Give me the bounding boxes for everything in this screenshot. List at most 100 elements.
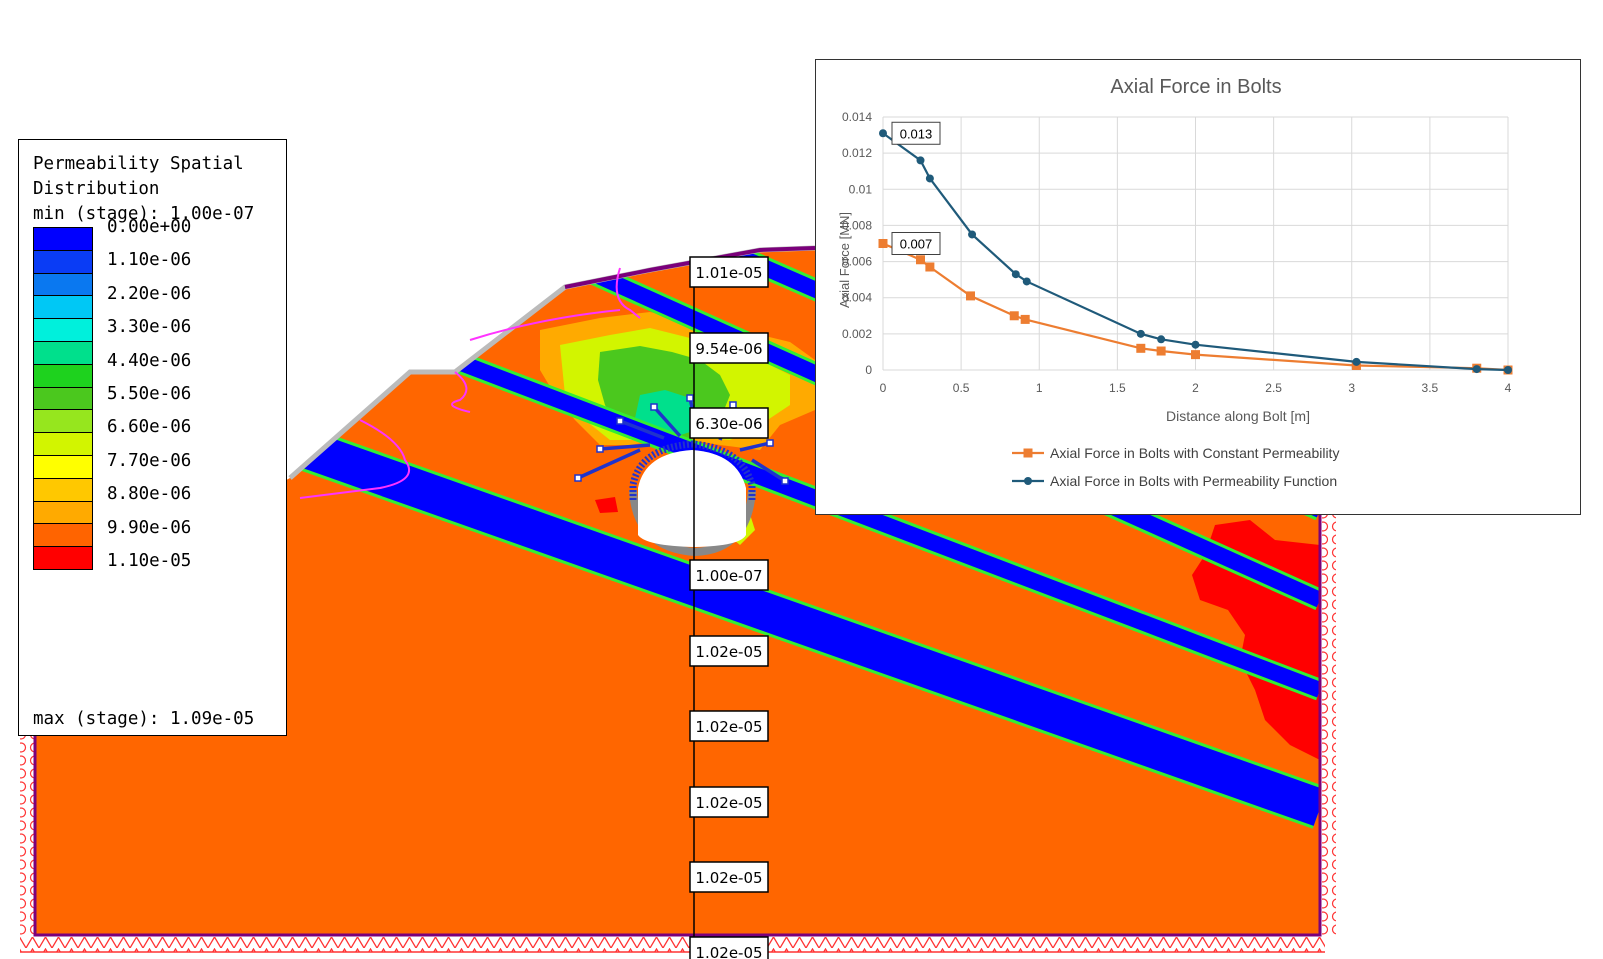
query-label-7: 1.02e-05 (695, 794, 762, 812)
right-support-hatch (1322, 510, 1336, 935)
legend-marker-circle (1024, 477, 1032, 485)
legend-swatch (33, 295, 93, 320)
data-point-function (1191, 340, 1200, 349)
data-point-function (916, 156, 925, 165)
data-point-constant (966, 291, 975, 301)
chart-gridlines (882, 116, 1509, 371)
data-point-function (1504, 366, 1512, 374)
legend-value-label: 8.80e-06 (107, 484, 192, 505)
chart-legend: Axial Force in Bolts with Constant Perme… (1012, 445, 1339, 489)
permeability-legend: Permeability Spatial Distribution min (s… (18, 139, 287, 736)
y-tick-label: 0.012 (842, 146, 872, 160)
legend-value-label: 6.60e-06 (107, 417, 192, 438)
data-point-constant (878, 239, 888, 248)
data-callout-label: 0.013 (900, 126, 933, 141)
data-point-function (925, 174, 934, 183)
legend-swatch (33, 432, 93, 456)
tunnel (574, 394, 789, 557)
legend-value-label: 4.40e-06 (107, 350, 192, 371)
y-tick-label: 0.014 (842, 110, 872, 124)
yield-contour-1 (615, 267, 641, 319)
legend-swatch (33, 500, 93, 525)
data-point-function (1352, 357, 1361, 366)
legend-swatch (33, 477, 93, 502)
y-tick-label: 0.008 (842, 218, 872, 232)
legend-entry-label: Axial Force in Bolts with Constant Perme… (1050, 445, 1339, 461)
data-point-function (1472, 365, 1481, 374)
data-callout-box (891, 232, 941, 255)
legend-swatch (33, 455, 93, 479)
chart-annotations: 0.013 0.007 (891, 121, 941, 255)
legend-max-label: max (stage): 1.09e-05 (33, 709, 255, 729)
legend-min-label: min (stage): 1.00e-07 (33, 204, 255, 224)
data-callout-box (891, 121, 941, 145)
legend-swatch (33, 341, 93, 365)
y-tick-label: 0.01 (849, 182, 873, 196)
query-label-2: 9.54e-06 (695, 340, 762, 358)
x-tick-label: 3 (1348, 381, 1355, 395)
query-label-9: 1.02e-05 (695, 944, 762, 959)
x-tick-label: 2.5 (1265, 381, 1282, 395)
chart-y-axis-label: Axial Force [MN] (837, 212, 852, 308)
y-tick-label: 0 (865, 363, 872, 377)
legend-swatch (33, 227, 93, 251)
legend-marker-square (1023, 448, 1033, 458)
legend-value-label: 3.30e-06 (107, 317, 192, 338)
data-point-function (968, 230, 977, 239)
data-point-constant (1020, 314, 1030, 324)
query-label-5: 1.02e-05 (695, 643, 762, 661)
legend-title-line2: Distribution (33, 179, 160, 199)
legend-value-label: 1.10e-06 (107, 250, 192, 271)
axial-force-chart: Axial Force in Bolts 0 0.002 0.004 0.006 0.0… (815, 59, 1581, 515)
chart-title: Axial Force in Bolts (1110, 76, 1281, 98)
legend-swatch (33, 409, 93, 434)
x-tick-label: 4 (1505, 381, 1512, 395)
legend-swatch (33, 272, 93, 297)
data-point-constant (1191, 350, 1200, 360)
data-callout-label: 0.007 (900, 237, 933, 252)
legend-value-label: 0.00e+00 (107, 217, 192, 237)
legend-value-label: 9.90e-06 (107, 517, 192, 538)
x-tick-label: 0 (880, 381, 887, 395)
legend-value-label: 2.20e-06 (107, 283, 192, 304)
query-label-1: 1.01e-05 (695, 264, 762, 282)
data-point-constant (1136, 343, 1146, 353)
data-point-constant (1009, 311, 1019, 321)
legend-value-label: 1.10e-05 (107, 551, 192, 571)
query-labels: 1.01e-05 9.54e-06 6.30e-06 1.00e-07 1.02… (689, 256, 769, 959)
query-label-4: 1.00e-07 (695, 567, 762, 585)
legend-swatch (33, 386, 93, 411)
chart-series (878, 129, 1513, 375)
x-tick-label: 1.5 (1109, 381, 1126, 395)
yield-contour-3 (299, 419, 411, 499)
data-point-function (1136, 329, 1145, 338)
yield-contour-2 (451, 371, 471, 413)
data-point-constant (916, 255, 925, 265)
data-point-constant (1156, 346, 1166, 356)
x-tick-label: 2 (1192, 381, 1199, 395)
query-label-3: 6.30e-06 (695, 415, 762, 433)
bottom-support-hatch (20, 937, 1325, 952)
legend-swatch (33, 318, 93, 342)
data-point-function (1011, 270, 1020, 279)
data-point-constant (925, 262, 935, 272)
legend-swatch (33, 546, 93, 570)
y-tick-label: 0.002 (842, 327, 872, 341)
query-label-6: 1.02e-05 (695, 718, 762, 736)
x-tick-label: 0.5 (953, 381, 970, 395)
legend-swatch (33, 249, 93, 274)
tunnel-opening (638, 450, 746, 547)
high-permeability-zone-small (595, 497, 618, 513)
y-tick-label: 0.004 (842, 291, 872, 305)
legend-value-label: 7.70e-06 (107, 450, 192, 471)
chart-x-axis-label: Distance along Bolt [m] (1166, 408, 1310, 424)
data-point-function (879, 129, 887, 138)
legend-swatch (33, 523, 93, 548)
model-boundary (33, 248, 1322, 937)
query-label-8: 1.02e-05 (695, 869, 762, 887)
yield-contour-4 (469, 309, 621, 341)
chart-y-ticks: 0 0.002 0.004 0.006 0.008 0.01 0.012 0.014 (842, 110, 872, 377)
legend-title-line1: Permeability Spatial (33, 154, 244, 174)
bolt-heads (574, 394, 789, 485)
data-point-function (1157, 335, 1166, 344)
